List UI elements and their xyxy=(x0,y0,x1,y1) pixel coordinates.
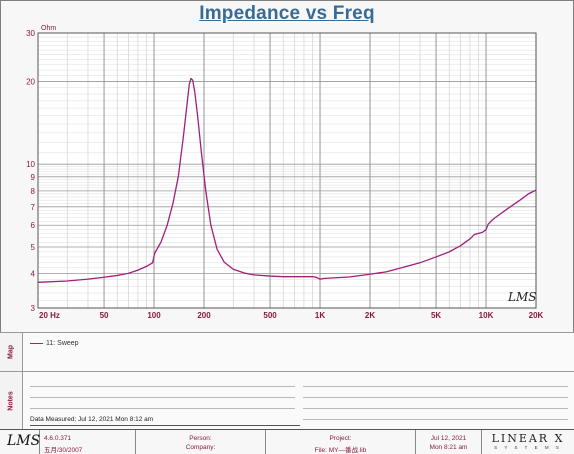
y-tick-label: 20 xyxy=(26,77,35,86)
lms-logo: LMS xyxy=(7,433,41,449)
plot-background xyxy=(38,33,536,308)
map-panel: Map 11: Sweep xyxy=(0,332,574,371)
footer-project-cell: Project: File: MY—番战.lib xyxy=(266,430,416,454)
y-tick-label: 6 xyxy=(31,221,36,230)
x-tick-label: 50 xyxy=(100,311,109,320)
version-text: 4.6.0.371 xyxy=(44,435,72,442)
footer-person-cell: Person: Company: xyxy=(136,430,266,454)
x-tick-label: 2K xyxy=(365,311,375,320)
x-tick-label: 5K xyxy=(431,311,441,320)
legend-label: 11: Sweep xyxy=(46,340,79,347)
y-tick-label: 3 xyxy=(31,304,36,313)
series-layer xyxy=(37,77,537,283)
legend-entry[interactable]: 11: Sweep xyxy=(30,340,79,347)
map-side-label: Map xyxy=(0,333,23,371)
x-tick-label: 500 xyxy=(263,311,277,320)
plot-border xyxy=(37,32,537,309)
y-tick-label: 4 xyxy=(31,270,36,279)
linearx-logo-sub: S Y S T E M S xyxy=(494,445,562,450)
note-line[interactable] xyxy=(303,419,568,420)
linearx-logo: LINEAR X xyxy=(491,432,565,445)
chart-title: Impedance vs Freq xyxy=(199,3,375,24)
x-tick-label: 1K xyxy=(315,311,325,320)
y-tick-label: 5 xyxy=(31,243,36,252)
data-measured-text: Data Measured: Jul 12, 2021 Mon 8:12 am xyxy=(30,416,154,423)
note-line[interactable] xyxy=(303,408,568,409)
footer-version-cell: 4.6.0.371 五月/30/2007 xyxy=(40,430,136,454)
x-tick-labels: 20 Hz 50 100 200 500 1K 2K 5K 10K 20K xyxy=(39,311,544,320)
person-label: Person: xyxy=(189,435,212,442)
y-tick-label: 10 xyxy=(26,160,35,169)
y-tick-label: 8 xyxy=(31,187,36,196)
x-tick-label: 20 Hz xyxy=(39,311,60,320)
y-axis-unit-label: Ohm xyxy=(41,25,56,32)
notes-panel: Notes Data Measured: Jul 12, 2021 Mon 8:… xyxy=(0,371,574,429)
footer-date-cell: Jul 12, 2021 Mon 8:21 am xyxy=(416,430,482,454)
report-date: Jul 12, 2021 xyxy=(430,435,467,442)
footer-logo-cell: LMS xyxy=(0,430,40,454)
note-line[interactable] xyxy=(303,397,568,398)
x-tick-label: 10K xyxy=(479,311,494,320)
note-line[interactable] xyxy=(30,386,295,387)
impedance-curve xyxy=(37,77,537,283)
footer-brand-cell: LINEAR X S Y S T E M S xyxy=(482,430,574,454)
note-line[interactable] xyxy=(30,408,295,409)
notes-side-label: Notes xyxy=(0,372,23,429)
x-tick-label: 100 xyxy=(147,311,161,320)
project-label: Project: xyxy=(329,435,352,442)
y-tick-label: 30 xyxy=(26,29,35,38)
date-rule xyxy=(30,425,300,426)
note-line[interactable] xyxy=(303,386,568,387)
y-tick-labels: 3 4 5 6 7 8 9 10 20 30 xyxy=(26,29,35,313)
report-time: Mon 8:21 am xyxy=(429,444,468,451)
x-tick-label: 20K xyxy=(529,311,544,320)
y-tick-label: 7 xyxy=(31,203,36,212)
legend-swatch xyxy=(30,343,43,344)
y-tick-label: 9 xyxy=(31,173,36,182)
version-date: 五月/30/2007 xyxy=(44,447,83,454)
company-label: Company: xyxy=(185,444,216,451)
file-label: File: MY—番战.lib xyxy=(314,447,367,454)
footer-bar: LMS 4.6.0.371 五月/30/2007 Person: Company… xyxy=(0,429,574,454)
x-tick-label: 200 xyxy=(197,311,211,320)
lms-watermark: LMS xyxy=(507,290,536,304)
note-line[interactable] xyxy=(30,397,295,398)
